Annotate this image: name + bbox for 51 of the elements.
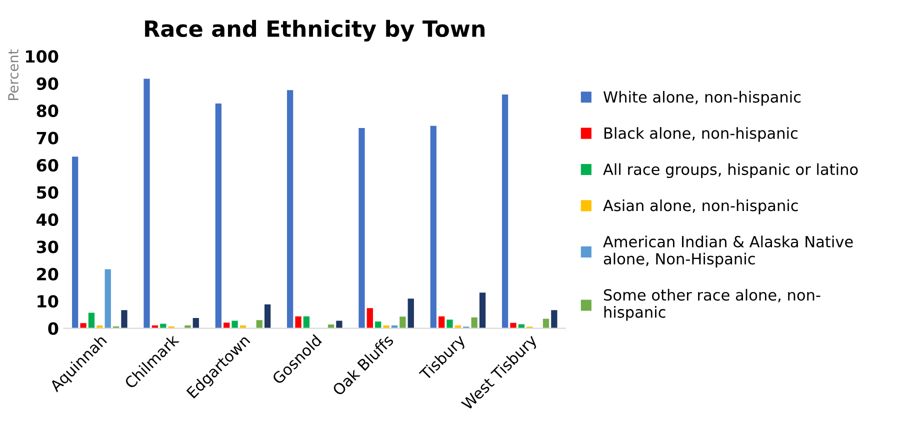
bar <box>336 320 342 328</box>
y-tick-label: 60 <box>36 158 58 172</box>
bar <box>192 318 199 328</box>
bar <box>160 324 166 328</box>
legend-label: White alone, non-hispanic <box>603 90 801 106</box>
bar <box>502 94 508 328</box>
bar <box>479 292 486 328</box>
y-tick-label: 50 <box>37 186 58 199</box>
bar <box>438 316 445 328</box>
bar <box>104 269 111 328</box>
bar <box>80 323 86 328</box>
bar <box>256 320 262 328</box>
y-tick-label: 40 <box>36 213 58 226</box>
bar <box>551 310 558 328</box>
bar <box>366 308 373 328</box>
bar <box>264 304 271 328</box>
legend-label: American Indian & Alaska Native alone, Non-Hispanic <box>603 236 853 268</box>
bar <box>88 312 95 328</box>
bar <box>430 126 436 328</box>
bar <box>287 90 294 328</box>
y-tick-label: 30 <box>36 240 58 254</box>
bar <box>446 320 453 328</box>
legend-label: Black alone, non-hispanic <box>604 127 798 142</box>
y-tick-label: 100 <box>26 50 58 63</box>
bar <box>400 316 406 328</box>
legend-label: All race groups, hispanic or latino <box>603 163 858 178</box>
legend-label: Some other race alone, non- hispanic <box>604 288 820 321</box>
bar <box>303 316 310 328</box>
y-axis-title: Percent <box>8 49 19 100</box>
bar <box>408 298 414 328</box>
bar <box>224 322 230 328</box>
chart-title: Race and Ethnicity by Town <box>145 20 485 42</box>
bar <box>510 322 516 328</box>
bar <box>232 320 238 328</box>
y-tick-label: 80 <box>36 104 58 118</box>
bar <box>358 128 365 328</box>
legend-label: Asian alone, non-hispanic <box>603 199 798 214</box>
y-tick-label: 20 <box>37 268 58 280</box>
bar <box>375 322 382 328</box>
bar <box>72 156 78 328</box>
bar <box>471 317 478 328</box>
bar <box>295 316 302 328</box>
y-tick-label: 0 <box>48 322 58 335</box>
bar <box>518 324 524 328</box>
y-tick-label: 90 <box>36 77 58 90</box>
bar <box>144 78 150 328</box>
y-tick-label: 10 <box>38 295 58 308</box>
bar <box>121 310 128 328</box>
y-tick-label: 70 <box>36 132 58 144</box>
bar <box>215 104 222 328</box>
bar <box>542 318 550 328</box>
